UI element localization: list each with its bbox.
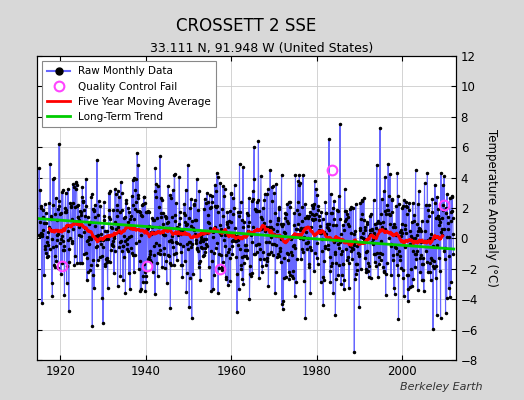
Text: 33.111 N, 91.948 W (United States): 33.111 N, 91.948 W (United States) bbox=[150, 42, 374, 55]
Y-axis label: Temperature Anomaly (°C): Temperature Anomaly (°C) bbox=[485, 129, 498, 287]
Text: Berkeley Earth: Berkeley Earth bbox=[400, 382, 482, 392]
Legend: Raw Monthly Data, Quality Control Fail, Five Year Moving Average, Long-Term Tren: Raw Monthly Data, Quality Control Fail, … bbox=[42, 61, 216, 127]
Title: CROSSETT 2 SSE: CROSSETT 2 SSE bbox=[176, 17, 316, 35]
